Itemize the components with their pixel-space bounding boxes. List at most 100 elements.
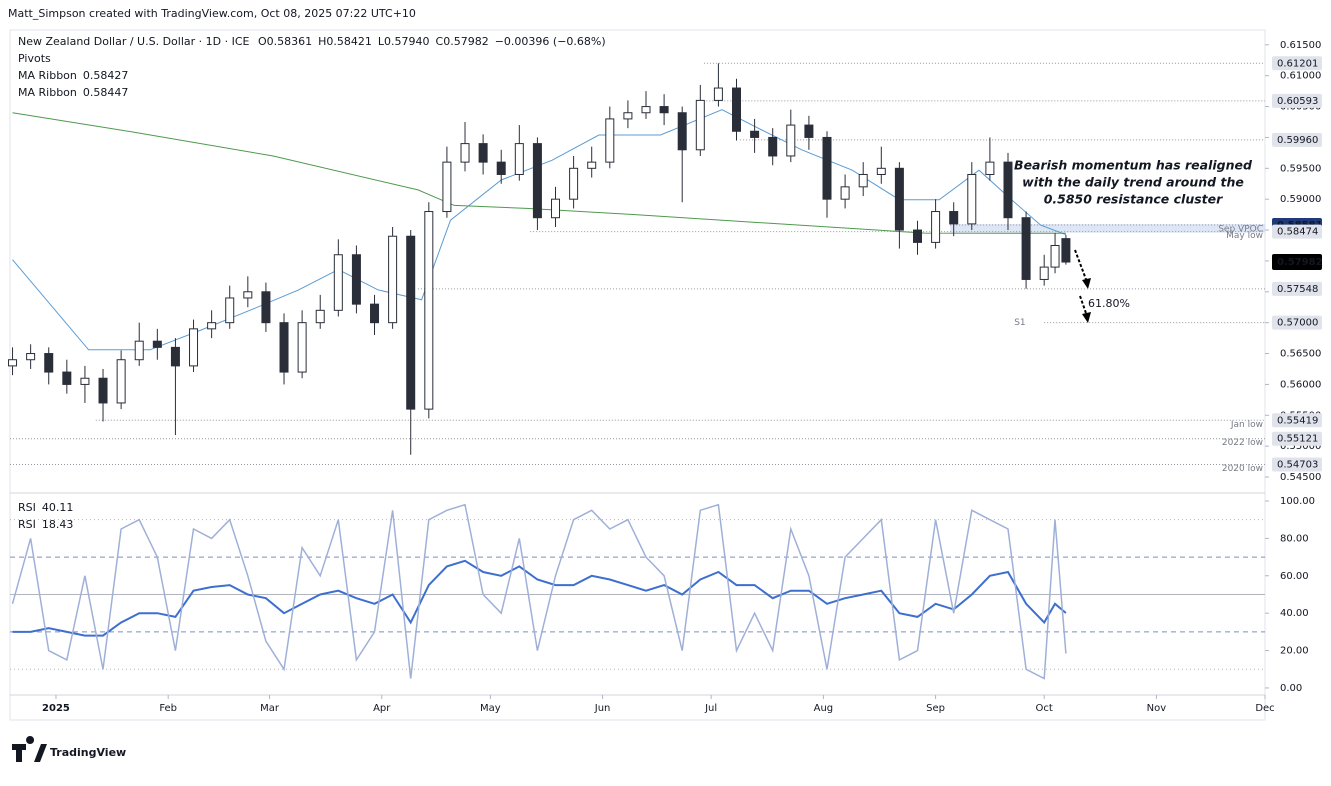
candle-body bbox=[116, 359, 126, 404]
candle-body bbox=[1050, 244, 1060, 268]
x-tick-label: Feb bbox=[159, 703, 177, 714]
level-tag: Sep VPOC bbox=[1218, 225, 1263, 235]
candle-body bbox=[985, 161, 995, 175]
ohlc-value: L0.57940 bbox=[378, 35, 430, 48]
pivots-label: Pivots bbox=[18, 52, 51, 65]
candle-body bbox=[424, 211, 434, 410]
price-box-label: 0.57548 bbox=[1277, 284, 1318, 295]
credit: Matt_Simpson created with TradingView.co… bbox=[8, 7, 416, 20]
x-tick-label: Jun bbox=[594, 703, 611, 714]
price-box bbox=[1272, 413, 1322, 428]
price-box-label: 0.54703 bbox=[1277, 459, 1318, 470]
candle-body bbox=[949, 211, 959, 225]
legend-name: MA Ribbon bbox=[18, 69, 77, 82]
price-box-label: 0.60593 bbox=[1277, 96, 1318, 107]
price-box-label: 0.55121 bbox=[1277, 434, 1318, 445]
candle-body bbox=[623, 112, 633, 120]
price-box bbox=[1272, 281, 1322, 296]
candle-body bbox=[804, 124, 814, 138]
price-box bbox=[1272, 457, 1322, 472]
price-box bbox=[1272, 431, 1322, 446]
candle-body bbox=[98, 377, 108, 404]
y-tick-label: 0.54500 bbox=[1280, 472, 1321, 483]
candle-body bbox=[840, 186, 850, 200]
candle-body bbox=[641, 106, 651, 114]
arrow bbox=[1074, 249, 1088, 283]
candle-body bbox=[912, 229, 922, 243]
candle-body bbox=[297, 322, 307, 373]
brand-logo bbox=[12, 736, 47, 762]
symbol: New Zealand Dollar / U.S. Dollar · 1D · … bbox=[18, 35, 250, 48]
candle-body bbox=[80, 377, 90, 385]
candle-body bbox=[26, 353, 36, 361]
arrows bbox=[1074, 249, 1088, 317]
candle-body bbox=[713, 87, 723, 101]
candle-body bbox=[876, 167, 886, 175]
indicator-line bbox=[12, 559, 1067, 637]
candle-body bbox=[333, 254, 343, 311]
legend-value: 0.58427 bbox=[83, 69, 129, 82]
level-tag: Jan low bbox=[1230, 420, 1263, 430]
candle-body bbox=[261, 291, 271, 324]
last-price-box bbox=[1272, 254, 1322, 271]
y-tick-label: 0.59000 bbox=[1280, 194, 1321, 205]
y-tick-label: 0.55000 bbox=[1280, 441, 1321, 452]
candle-body bbox=[1003, 161, 1013, 219]
y-tick-label: 0.59500 bbox=[1280, 163, 1321, 174]
y-tick-label: 0.56500 bbox=[1280, 349, 1321, 360]
candle-body bbox=[170, 346, 180, 367]
candle-body bbox=[514, 143, 524, 175]
level-tag: 2022 low bbox=[1222, 438, 1263, 448]
price-box bbox=[1272, 315, 1322, 330]
arrow bbox=[1079, 295, 1088, 317]
x-tick-label: Mar bbox=[260, 703, 280, 714]
level-tag: 2020 low bbox=[1222, 464, 1263, 474]
candle-body bbox=[134, 340, 144, 361]
price-box-label: 0.57000 bbox=[1277, 318, 1318, 329]
candle-body bbox=[279, 322, 289, 373]
candle-body bbox=[551, 198, 561, 219]
ohlc-value: O0.58361 bbox=[258, 35, 312, 48]
candle-body bbox=[931, 211, 941, 243]
y-tick-label: 80.00 bbox=[1280, 533, 1309, 544]
candle-body bbox=[44, 353, 54, 373]
last-price: 0.57982 bbox=[1277, 257, 1323, 268]
candle-body bbox=[894, 167, 904, 231]
x-tick-label: May bbox=[480, 703, 501, 714]
note-line: Bearish momentum has realigned bbox=[1014, 158, 1253, 173]
level-tag: May low bbox=[1226, 231, 1263, 241]
candle-body bbox=[243, 291, 253, 299]
y-tick-label: 0.00 bbox=[1280, 683, 1302, 694]
y-tick-label: 100.00 bbox=[1280, 496, 1315, 507]
candle-body bbox=[315, 309, 325, 324]
legend-value: 40.11 bbox=[42, 501, 74, 514]
vpoc-band bbox=[950, 224, 1265, 233]
indicator-line bbox=[11, 503, 1067, 680]
x-tick-label: Dec bbox=[1255, 703, 1274, 714]
y-tick-label: 0.61000 bbox=[1280, 71, 1321, 82]
note-line: 0.5850 resistance cluster bbox=[1044, 192, 1223, 207]
price-box-label: 0.61201 bbox=[1277, 58, 1318, 69]
price-box-label: 0.58474 bbox=[1277, 227, 1318, 238]
candle-body bbox=[786, 124, 796, 157]
price-box bbox=[1272, 224, 1322, 239]
price-box bbox=[1272, 93, 1322, 108]
annotation: Bearish momentum has realigned with the … bbox=[1014, 158, 1253, 207]
y-tick-label: 60.00 bbox=[1280, 571, 1309, 582]
candle-body bbox=[207, 322, 217, 330]
y-tick-label: 20.00 bbox=[1280, 646, 1309, 657]
fib-label: 61.80% bbox=[1088, 297, 1130, 310]
candle-body bbox=[62, 371, 72, 385]
x-tick-label: Oct bbox=[1036, 703, 1053, 714]
legend-name: MA Ribbon bbox=[18, 86, 77, 99]
candle-body bbox=[605, 118, 615, 163]
x-tick-label: Aug bbox=[814, 703, 834, 714]
ohlc-value: −0.00396 (−0.68%) bbox=[495, 35, 606, 48]
candle-body bbox=[659, 106, 669, 114]
candle-body bbox=[442, 161, 452, 213]
candle-body bbox=[460, 143, 470, 163]
y-tick-label: 0.61500 bbox=[1280, 40, 1321, 51]
brand-name: TradingView bbox=[50, 746, 126, 759]
